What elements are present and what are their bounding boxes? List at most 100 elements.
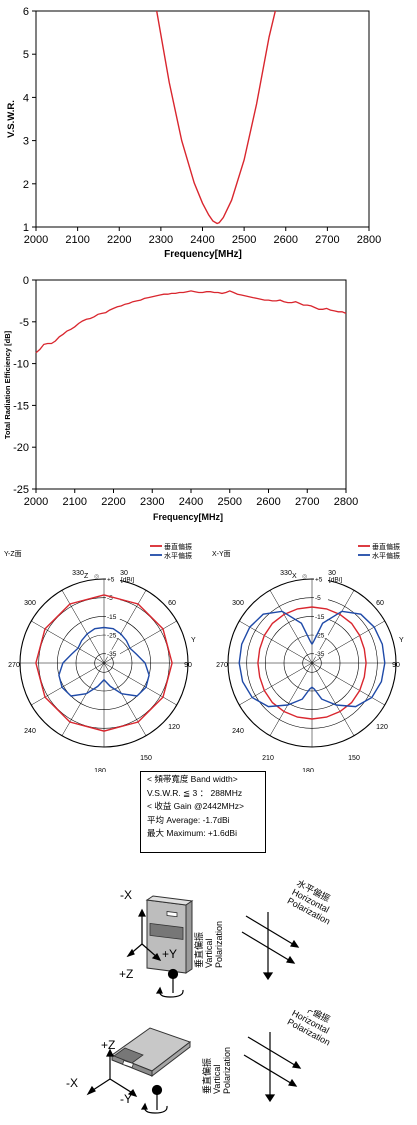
polar-tick-bg	[314, 575, 328, 582]
eff-xtick-label: 2600	[256, 496, 280, 508]
eff-xtick-label: 2000	[24, 496, 48, 508]
orientation-diagram-2: -X -Y +Z 垂直偏振 Vartical Polarization 水平偏振…	[66, 1010, 332, 1114]
polar-tick-bg	[106, 612, 120, 620]
polar-radial-tick: +5	[315, 577, 323, 584]
polar-radial-tick: -25	[315, 633, 325, 640]
polar-angle-label: 270	[216, 662, 228, 669]
polar-spoke	[311, 662, 355, 736]
eff-xtick-label: 2100	[63, 496, 87, 508]
polar-zero-mark: ◎	[94, 574, 99, 580]
axis-label-x-2: -X	[66, 1076, 78, 1090]
polarization-arrows-2	[243, 1032, 302, 1103]
rotation-stand-icon	[155, 968, 184, 998]
polar-angle-label: 300	[232, 600, 244, 607]
polar-angle-label: 270	[8, 662, 20, 669]
polar-spoke	[31, 662, 105, 706]
polar-series-line	[257, 606, 367, 720]
eff-xtick-label: 2700	[295, 496, 319, 508]
eff-ytick-label: -25	[13, 484, 29, 496]
polarization-arrows-1	[241, 912, 300, 981]
eff-xtick-label: 2800	[334, 496, 358, 508]
polar-angle-label: 240	[232, 728, 244, 735]
legend-label: 水平偏振	[372, 551, 400, 560]
polar-angle-label: 330	[72, 570, 84, 577]
polar-radial-tick: -15	[315, 614, 325, 621]
polar-angle-label: 90	[392, 662, 400, 669]
polar-angle-label: 120	[168, 724, 180, 731]
svg-text:Polarization: Polarization	[222, 1047, 232, 1094]
polar-tick-bg	[106, 575, 120, 582]
eff-xtick-label: 2500	[218, 496, 242, 508]
polar-radial-tick: -25	[107, 633, 117, 640]
eff-xtick-label: 2300	[140, 496, 164, 508]
vswr-ytick-label: 6	[23, 6, 29, 18]
polar-angle-label: 150	[140, 755, 152, 762]
vswr-xtick-label: 2200	[107, 234, 131, 246]
legend-label: 垂直偏振	[372, 542, 400, 551]
polar-series-line	[238, 610, 386, 708]
vswr-xtick-label: 2500	[232, 234, 256, 246]
polar-radial-tick: -5	[315, 595, 321, 602]
axis-label-z: +Z	[119, 967, 133, 981]
svg-text:垂直偏振: 垂直偏振	[193, 932, 204, 968]
horizontal-polarization-label-2: 水平偏振 Horizontal Polarization	[286, 1010, 332, 1048]
efficiency-chart: 0 -5 -10 -15 -20 -25 2000 2100 2200 2300 2400 2500…	[3, 275, 358, 522]
polar-spoke	[269, 662, 313, 736]
legend-label: 水平偏振	[164, 551, 192, 560]
polar-angle-label: 330	[280, 570, 292, 577]
polar-radial-unit: [dBi]	[329, 577, 342, 584]
polar-axis-right: Y	[399, 637, 404, 644]
vswr-xlabel: Frequency[MHz]	[164, 249, 242, 260]
vswr-ylabel: V.S.W.R.	[6, 100, 17, 138]
polar-spoke	[269, 590, 313, 664]
polar-spoke	[61, 662, 105, 736]
polar-series-line	[35, 594, 173, 732]
polar-radial-tick: +5	[107, 577, 115, 584]
polar-series-line	[58, 626, 150, 697]
polar-radial-tick: -15	[107, 614, 117, 621]
vswr-xtick-label: 2000	[24, 234, 48, 246]
efficiency-ylabel: Total Radiation Efficiency [dB]	[3, 330, 12, 439]
vswr-xtick-label: 2600	[274, 234, 298, 246]
polar-tick-bg	[314, 612, 328, 620]
spec-gain-maximum: 最大 Maximum: +1.6dBi	[147, 828, 237, 839]
efficiency-plot-frame	[35, 279, 347, 490]
polar-radial-tick: -35	[107, 651, 117, 658]
polar-spoke	[239, 620, 313, 664]
eff-xtick-label: 2200	[101, 496, 125, 508]
polar-zero-mark: ◎	[302, 574, 307, 580]
polar-spoke	[31, 620, 105, 664]
spec-gain-heading: < 收益 Gain @2442MHz>	[147, 801, 244, 812]
axis-arrows-2	[86, 1048, 138, 1097]
polar-axis-top: Z	[84, 573, 89, 580]
spec-gain-average: 平均 Average: -1.7dBi	[147, 814, 230, 825]
vertical-polarization-label: 垂直偏振 Vartical Polarization	[193, 921, 224, 968]
eff-ytick-label: 0	[23, 275, 29, 287]
polar-spoke	[103, 662, 177, 706]
eff-ytick-label: -15	[13, 400, 29, 412]
polar-title: X-Y面	[212, 550, 231, 558]
polar-angle-label: 60	[376, 600, 384, 607]
vswr-series-line	[156, 10, 276, 225]
polar-spoke	[311, 662, 385, 706]
polar-axis-top: X	[292, 573, 297, 580]
legend-label: 垂直偏振	[164, 542, 192, 551]
polar-angle-label: 60	[168, 600, 176, 607]
axis-label-y: +Y	[162, 947, 177, 961]
polar-radial-tick: -5	[107, 595, 113, 602]
vswr-chart: 1 2 3 4 5 6 2000 2100 2200 2300 2400 2500 2600 2700 2…	[6, 6, 381, 260]
eff-ytick-label: -10	[13, 359, 29, 371]
svg-text:Vartical: Vartical	[204, 939, 214, 968]
vswr-ytick-label: 1	[23, 222, 29, 234]
spec-bandwidth-heading: < 頻帯寬度 Band width>	[147, 774, 238, 784]
polar-angle-label: 240	[24, 728, 36, 735]
antenna-board-flat	[110, 1027, 192, 1078]
polar-angle-label: 180	[302, 768, 314, 772]
polar-angle-label: 300	[24, 600, 36, 607]
rotation-stand-icon-2	[140, 1084, 168, 1114]
spec-vswr-bandwidth: V.S.W.R. ≦ 3 ： 288MHz	[147, 787, 243, 798]
axis-label-x: -X	[120, 888, 132, 902]
polar-title: Y-Z面	[4, 550, 22, 558]
polar-tick-bg	[314, 631, 328, 638]
